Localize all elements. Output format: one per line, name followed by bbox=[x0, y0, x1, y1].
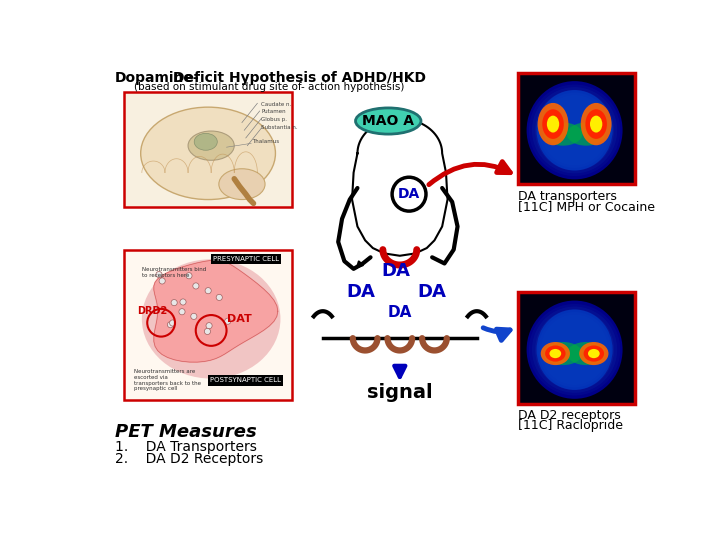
Circle shape bbox=[193, 283, 199, 289]
Circle shape bbox=[179, 309, 185, 315]
Text: DA: DA bbox=[387, 305, 412, 320]
Text: 1.    DA Transporters: 1. DA Transporters bbox=[115, 440, 257, 454]
Bar bbox=[124, 92, 292, 207]
Circle shape bbox=[170, 320, 176, 326]
Text: DA: DA bbox=[398, 187, 420, 201]
Ellipse shape bbox=[535, 90, 614, 171]
Text: PET Measures: PET Measures bbox=[115, 423, 256, 441]
Text: Deficit Hypothesis of ADHD/HKD: Deficit Hypothesis of ADHD/HKD bbox=[173, 71, 426, 85]
Ellipse shape bbox=[356, 108, 421, 134]
Text: DA transporters: DA transporters bbox=[518, 190, 616, 202]
Text: (based on stimulant drug site of- action hypothesis): (based on stimulant drug site of- action… bbox=[134, 82, 405, 92]
Text: Substantia n.: Substantia n. bbox=[261, 125, 298, 130]
Circle shape bbox=[191, 313, 197, 320]
Ellipse shape bbox=[567, 342, 606, 365]
Circle shape bbox=[206, 322, 212, 329]
Ellipse shape bbox=[579, 342, 608, 365]
Text: PRESYNAPTIC CELL: PRESYNAPTIC CELL bbox=[212, 256, 279, 262]
Polygon shape bbox=[352, 119, 448, 256]
Ellipse shape bbox=[219, 169, 265, 200]
Circle shape bbox=[225, 318, 231, 325]
Text: 2.    DA D2 Receptors: 2. DA D2 Receptors bbox=[115, 452, 263, 466]
Text: DRD2: DRD2 bbox=[137, 306, 167, 316]
Ellipse shape bbox=[544, 342, 582, 365]
Text: DA: DA bbox=[382, 262, 410, 280]
Text: Thalamus: Thalamus bbox=[252, 139, 279, 144]
Circle shape bbox=[156, 272, 162, 278]
Circle shape bbox=[204, 328, 210, 334]
Text: DA: DA bbox=[418, 283, 446, 301]
Text: Globus p.: Globus p. bbox=[261, 117, 287, 122]
Bar bbox=[518, 292, 634, 403]
Ellipse shape bbox=[538, 103, 568, 145]
Ellipse shape bbox=[188, 131, 234, 160]
Ellipse shape bbox=[526, 81, 623, 179]
Text: DA D2 receptors: DA D2 receptors bbox=[518, 409, 621, 422]
Text: DAT: DAT bbox=[227, 314, 251, 324]
Text: POSTSYNAPTIC CELL: POSTSYNAPTIC CELL bbox=[210, 377, 282, 383]
Ellipse shape bbox=[545, 346, 566, 362]
Ellipse shape bbox=[536, 90, 613, 171]
Ellipse shape bbox=[538, 92, 611, 168]
Bar bbox=[518, 72, 634, 184]
Circle shape bbox=[205, 288, 211, 294]
Text: Putamen: Putamen bbox=[261, 110, 286, 114]
Circle shape bbox=[392, 177, 426, 211]
Circle shape bbox=[167, 322, 174, 328]
Polygon shape bbox=[154, 260, 278, 362]
Ellipse shape bbox=[544, 123, 582, 146]
Text: signal: signal bbox=[367, 382, 433, 402]
Ellipse shape bbox=[567, 123, 606, 146]
Ellipse shape bbox=[532, 87, 617, 173]
Ellipse shape bbox=[581, 103, 611, 145]
Circle shape bbox=[159, 278, 166, 284]
Text: Neurotransmitters bind
to receptors here: Neurotransmitters bind to receptors here bbox=[142, 267, 206, 278]
Circle shape bbox=[171, 300, 177, 306]
Circle shape bbox=[180, 299, 186, 305]
Ellipse shape bbox=[541, 315, 608, 384]
Text: Neurotransmitters are
escorted via
transporters back to the
presynaptic cell: Neurotransmitters are escorted via trans… bbox=[134, 369, 201, 392]
Circle shape bbox=[186, 273, 192, 279]
Bar bbox=[124, 249, 292, 400]
Ellipse shape bbox=[536, 309, 613, 390]
Ellipse shape bbox=[194, 133, 217, 150]
Ellipse shape bbox=[140, 107, 276, 200]
Ellipse shape bbox=[142, 259, 281, 379]
Ellipse shape bbox=[526, 301, 623, 399]
Ellipse shape bbox=[542, 109, 564, 139]
Ellipse shape bbox=[535, 309, 614, 390]
Ellipse shape bbox=[541, 95, 608, 165]
Ellipse shape bbox=[584, 346, 604, 362]
Text: [11C] Raclopride: [11C] Raclopride bbox=[518, 419, 623, 432]
Text: MAO A: MAO A bbox=[362, 114, 414, 128]
Ellipse shape bbox=[532, 307, 617, 393]
Ellipse shape bbox=[588, 349, 600, 358]
Ellipse shape bbox=[590, 116, 603, 132]
Text: [11C] MPH or Cocaine: [11C] MPH or Cocaine bbox=[518, 200, 654, 213]
Ellipse shape bbox=[529, 304, 620, 395]
Text: Caudate n.: Caudate n. bbox=[261, 102, 292, 107]
Circle shape bbox=[216, 294, 222, 300]
Text: Dopamine-: Dopamine- bbox=[115, 71, 199, 85]
Ellipse shape bbox=[585, 109, 607, 139]
Ellipse shape bbox=[529, 84, 620, 176]
Ellipse shape bbox=[549, 349, 561, 358]
Ellipse shape bbox=[538, 312, 611, 387]
Text: DA: DA bbox=[347, 283, 376, 301]
Ellipse shape bbox=[547, 116, 559, 132]
Ellipse shape bbox=[541, 342, 570, 365]
